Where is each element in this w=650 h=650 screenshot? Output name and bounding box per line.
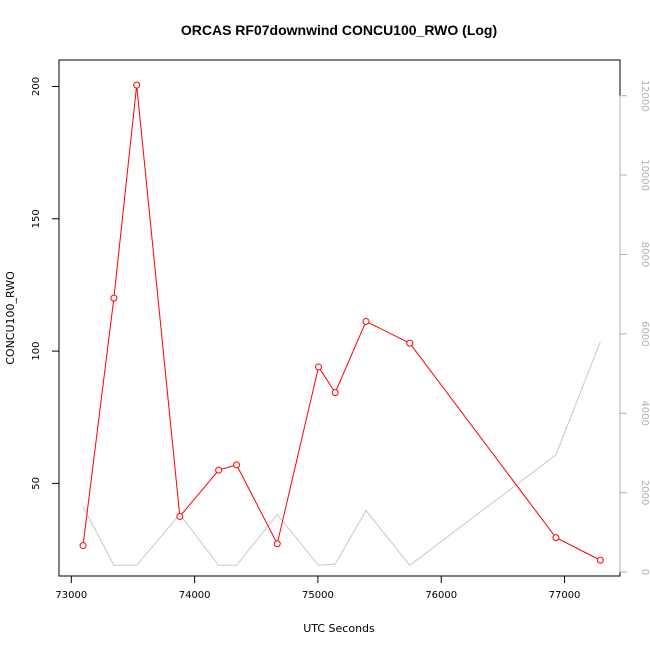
data-point: [596, 556, 604, 564]
data-point: [133, 81, 141, 89]
y-tick-label: 100: [31, 342, 42, 361]
x-tick-label: 75000: [302, 590, 334, 601]
y2-tick-label: 4000: [639, 401, 650, 426]
y2-tick-label: 2000: [639, 480, 650, 505]
y2-tick-label: 0: [639, 569, 650, 575]
series-line-right: [82, 341, 601, 566]
y-axis-label: CONCU100_RWO: [4, 271, 17, 365]
x-tick-label: 73000: [55, 590, 87, 601]
data-point: [331, 389, 339, 397]
data-point: [79, 542, 87, 550]
data-point: [315, 363, 323, 371]
x-axis: 73000 74000 75000 76000 77000: [55, 575, 581, 601]
data-point: [406, 339, 414, 347]
y2-tick-label: 8000: [639, 242, 650, 267]
y-tick-label: 200: [31, 77, 42, 96]
x-tick-label: 74000: [179, 590, 211, 601]
data-point: [362, 317, 370, 325]
data-point: [110, 294, 118, 302]
y-tick-label: 150: [31, 209, 42, 228]
y2-tick-label: 12000: [639, 80, 650, 112]
x-axis-label: UTC Seconds: [303, 622, 375, 635]
data-point: [176, 512, 184, 520]
series-layer: [79, 81, 604, 566]
data-point: [552, 534, 560, 542]
x-tick-label: 77000: [549, 590, 581, 601]
y-tick-label: 50: [31, 477, 42, 490]
y2-tick-label: 6000: [639, 321, 650, 346]
data-point: [273, 540, 281, 548]
y-axis-left: 50 100 150 200: [31, 77, 60, 490]
y2-tick-label: 10000: [639, 159, 650, 191]
x-tick-label: 76000: [425, 590, 457, 601]
chart-title: ORCAS RF07downwind CONCU100_RWO (Log): [181, 22, 497, 38]
y-axis-right: 0 2000 4000 6000 8000 10000 12000: [619, 80, 650, 575]
data-point: [233, 461, 241, 469]
data-point: [215, 466, 223, 474]
